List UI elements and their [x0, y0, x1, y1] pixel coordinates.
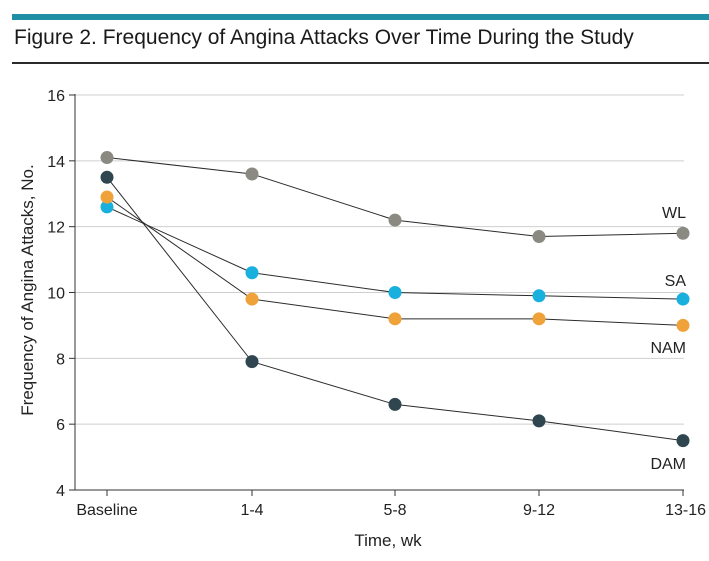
data-point-nam	[100, 190, 114, 204]
y-tick-label: 8	[56, 351, 65, 368]
x-tick-label: 1-4	[240, 502, 263, 519]
data-point-nam	[388, 312, 402, 326]
data-point-sa	[245, 266, 259, 280]
series-label-nam: NAM	[650, 340, 686, 357]
data-point-nam	[532, 312, 546, 326]
data-point-sa	[388, 286, 402, 299]
series-labels: WL SA NAM DAM	[650, 205, 686, 473]
x-tick-label: Baseline	[76, 502, 137, 519]
x-tick-label: 9-12	[523, 502, 555, 519]
data-point-sa	[676, 292, 690, 306]
y-tick-label: 12	[47, 220, 65, 237]
x-axis-label: Time, wk	[354, 531, 422, 550]
header-accent-bar	[12, 14, 709, 20]
x-tick-label: 13-16	[665, 502, 706, 519]
series-label-sa: SA	[665, 273, 687, 290]
series-label-wl: WL	[662, 205, 686, 222]
y-tick-label: 4	[56, 483, 65, 500]
data-point-dam	[532, 414, 546, 428]
data-point-dam	[388, 397, 402, 411]
data-point-nam	[676, 318, 690, 332]
y-tick-label: 16	[47, 88, 65, 105]
data-point-sa	[532, 289, 546, 303]
x-tick-label: 5-8	[383, 502, 406, 519]
series-points	[100, 151, 690, 448]
title-divider	[12, 62, 709, 64]
chart-title: Figure 2. Frequency of Angina Attacks Ov…	[14, 26, 634, 49]
y-tick-label: 14	[47, 154, 65, 171]
data-point-dam	[676, 434, 690, 448]
gridlines	[75, 94, 684, 425]
data-point-wl	[676, 226, 690, 240]
y-tick-label: 10	[47, 286, 65, 303]
data-point-dam	[100, 170, 114, 184]
data-point-nam	[245, 292, 259, 306]
data-point-wl	[532, 230, 546, 244]
y-axis-label: Frequency of Angina Attacks, No.	[18, 164, 37, 415]
data-point-wl	[100, 151, 114, 165]
data-point-wl	[245, 167, 259, 181]
data-point-dam	[245, 355, 259, 369]
data-point-sa	[100, 200, 114, 214]
axes: 4 6 8 10 12 14 16 Baseline 1-4 5-8 9-12 13-16	[47, 88, 706, 519]
series-label-dam: DAM	[650, 456, 686, 473]
data-point-wl	[388, 213, 402, 227]
y-tick-label: 6	[56, 417, 65, 434]
